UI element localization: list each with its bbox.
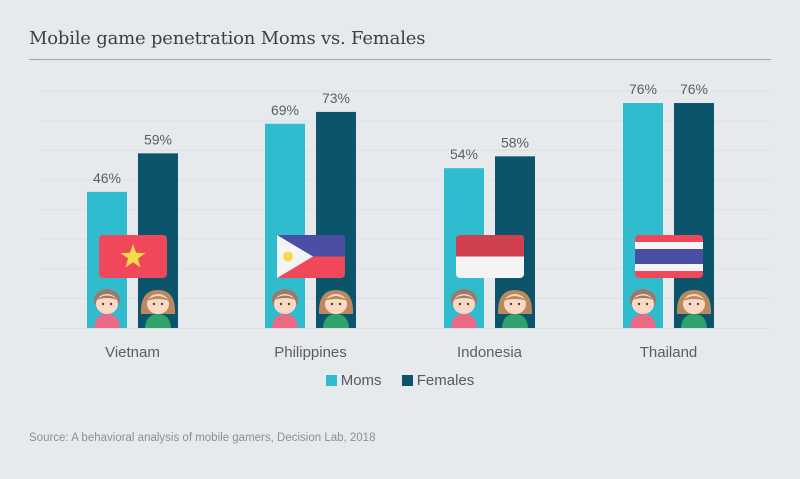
data-label-females: 59% [144,131,172,147]
girl-icon [676,290,712,328]
flag-triangle [277,235,313,278]
eye [466,302,470,306]
legend-item-moms[interactable]: Moms [325,372,382,389]
face [632,294,654,314]
category-label: Thailand [640,344,698,361]
chart-title: Mobile game penetration Moms vs. Females [29,28,426,49]
body [145,314,171,328]
eye [509,302,513,306]
category-label: Vietnam [105,344,160,361]
eye [160,302,164,306]
category-label: Indonesia [457,344,523,361]
eye [330,302,334,306]
legend-label-females: Females [416,372,475,389]
face [453,294,475,314]
bangs [632,295,654,300]
data-label-moms: 69% [271,102,299,118]
legend-swatch-moms [325,375,337,386]
data-label-females: 76% [680,81,708,97]
flag-sun [283,251,293,262]
girl-icon [318,290,354,328]
body [451,314,477,328]
data-label-moms: 46% [93,170,121,186]
eye [517,302,521,306]
flag-red-band [456,235,524,257]
eye [645,302,649,306]
category-label: Philippines [274,344,347,361]
bangs [146,296,170,301]
data-label-moms: 76% [629,81,657,97]
eye [338,302,342,306]
eye [101,302,105,306]
girl-icon [140,290,176,328]
bangs [453,295,475,300]
bangs [324,296,348,301]
mom-icon [94,289,120,328]
eye [287,302,291,306]
eye [458,302,462,306]
indonesia-flag-icon [456,235,524,278]
legend-label-moms: Moms [340,372,382,389]
vietnam-flag-icon [99,235,167,278]
data-label-moms: 54% [450,146,478,162]
mom-icon [451,289,477,328]
legend-item-females[interactable]: Females [401,372,475,389]
eye [109,302,113,306]
eye [688,302,692,306]
title-divider [29,59,771,60]
face [96,294,118,314]
source-note: Source: A behavioral analysis of mobile … [29,432,376,444]
philippines-flag-icon [277,235,345,278]
thailand-flag-icon [635,235,703,278]
bangs [503,296,527,301]
body [630,314,656,328]
bangs [274,295,296,300]
eye [637,302,641,306]
eye [152,302,156,306]
bangs [96,295,118,300]
body [502,314,528,328]
legend-swatch-females [401,375,413,386]
body [681,314,707,328]
body [94,314,120,328]
body [323,314,349,328]
mom-icon [272,289,298,328]
face [274,294,296,314]
body [272,314,298,328]
data-label-females: 58% [501,134,529,150]
flag-blue-stripe [635,249,703,264]
flag-star [120,244,146,268]
data-label-females: 73% [322,90,350,106]
mom-icon [630,289,656,328]
eye [696,302,700,306]
girl-icon [497,290,533,328]
bangs [682,296,706,301]
eye [279,302,283,306]
legend: Moms Females [0,372,800,390]
